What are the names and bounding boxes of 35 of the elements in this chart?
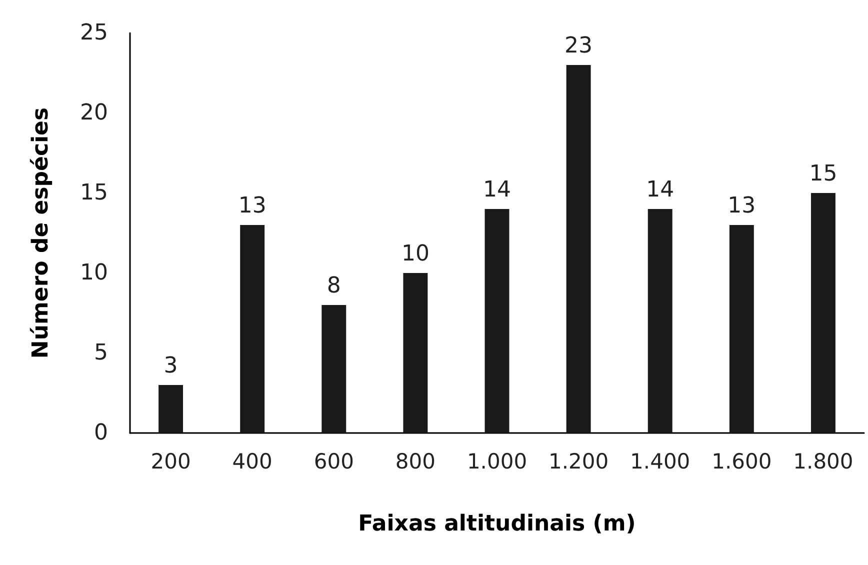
x-axis-title: Faixas altitudinais (m) [358, 512, 636, 536]
data-label: 13 [728, 194, 756, 218]
data-label: 15 [809, 162, 838, 186]
x-tick-label: 200 [150, 450, 191, 474]
x-tick-label: 800 [395, 450, 436, 474]
data-label: 14 [483, 178, 511, 202]
data-label: 8 [326, 274, 341, 298]
bar [158, 385, 184, 433]
bar [403, 273, 428, 433]
bar [240, 225, 265, 433]
data-label: 23 [564, 34, 593, 58]
bar [322, 305, 346, 433]
data-label: 10 [401, 242, 430, 266]
bar [810, 193, 836, 433]
x-tick-label: 600 [314, 450, 354, 474]
x-tick-label: 400 [232, 450, 272, 474]
y-tick-label: 15 [80, 180, 108, 206]
bar [566, 65, 591, 433]
x-tick-label: 1.400 [630, 450, 690, 474]
bar [484, 209, 510, 433]
x-tick-label: 1.200 [548, 450, 609, 474]
bar [729, 225, 754, 433]
y-tick-label: 0 [94, 420, 108, 446]
y-tick-label: 5 [94, 340, 108, 366]
x-tick-label: 1.800 [793, 450, 854, 474]
data-label: 13 [238, 194, 266, 218]
y-tick-label: 20 [80, 100, 108, 126]
y-tick-label: 10 [80, 260, 108, 286]
x-tick-label: 1.000 [466, 450, 528, 474]
data-label: 14 [646, 178, 674, 202]
data-label: 3 [164, 354, 178, 378]
y-axis-title: Número de espécies [28, 107, 54, 359]
x-tick-label: 1.600 [712, 450, 772, 474]
y-tick-label: 25 [80, 20, 108, 46]
bar [648, 209, 672, 433]
